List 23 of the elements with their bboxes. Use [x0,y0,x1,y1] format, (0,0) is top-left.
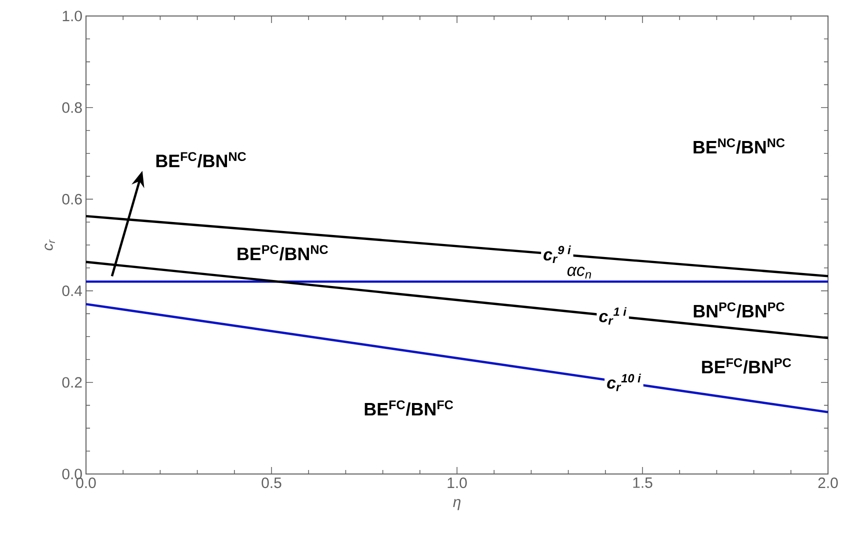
series-label: c$_{r}$9 i [544,246,571,263]
series-label: c$_{r}$1 i [599,307,627,325]
annotation: BE$^{FC}$/BN$^{FC}$ [364,400,454,416]
y-tick-label: 0.6 [62,194,82,204]
annotation: BN$^{PC}$/BN$^{PC}$ [694,302,784,318]
y-tick-label: 0.8 [62,102,82,113]
annotation: BE$^{NC}$/BN$^{NC}$ [694,138,785,154]
y-tick-label: 1.0 [62,10,82,22]
series-label: c$_{r}$10 i [607,374,642,392]
x-tick-label: 0.5 [262,478,282,488]
annotation: BE$^{FC}$/BN$^{PC}$ [702,358,792,374]
x-tick-label: 1.0 [448,478,467,488]
annotation: BE$^{FC}$/BN$^{NC}$ [156,152,246,168]
y-tick-label: 0.2 [62,377,82,388]
x-tick-label: 2.0 [818,478,838,488]
x-tick-label: 1.5 [633,478,652,488]
y-tick-label: 0.0 [62,468,82,480]
y-tick-label: 0.4 [62,286,82,296]
y-axis-title: c$_{r}$ [44,239,55,250]
annotation: BE$^{PC}$/BN$^{NC}$ [238,245,328,260]
x-axis-title: η [453,498,460,510]
x-tick-label: 0.0 [76,478,96,488]
series-label: αc$_{n}$ [567,266,592,278]
